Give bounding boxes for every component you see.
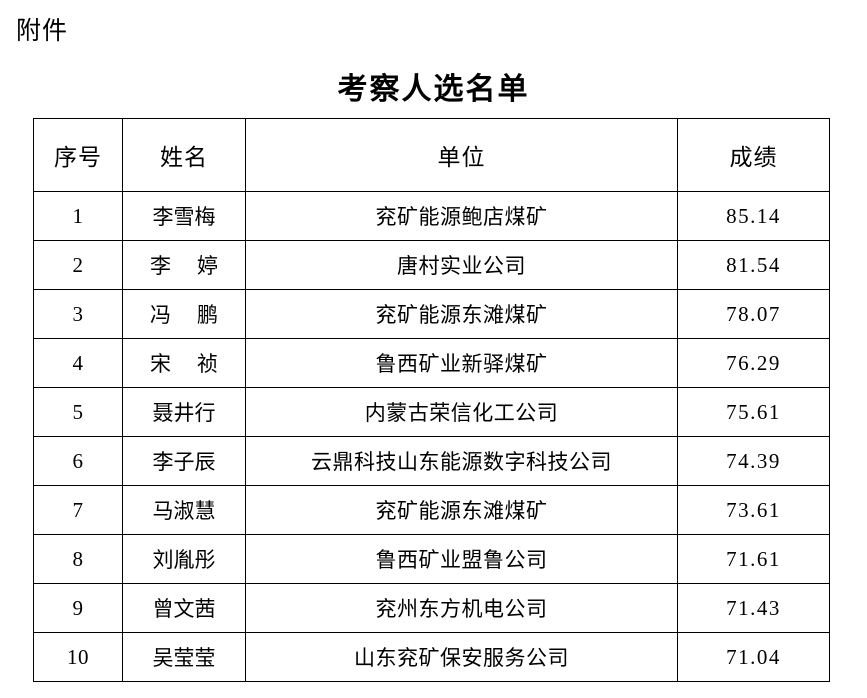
cell-name: 李雪梅 <box>122 191 246 241</box>
roster-table: 序号 姓名 单位 成绩 1 李雪梅 兖矿能源鲍店煤矿 85.14 2 李婷 唐村实业公司 81… <box>33 118 830 682</box>
cell-unit: 唐村实业公司 <box>245 240 678 290</box>
cell-name: 李子辰 <box>122 436 246 486</box>
table-row: 5 聂井行 内蒙古荣信化工公司 75.61 <box>33 387 830 437</box>
table-row: 4 宋祯 鲁西矿业新驿煤矿 76.29 <box>33 338 830 388</box>
table-row: 9 曾文茜 兖州东方机电公司 71.43 <box>33 583 830 633</box>
table-header-row: 序号 姓名 单位 成绩 <box>33 118 830 192</box>
cell-score: 71.04 <box>677 632 830 682</box>
column-header-unit: 单位 <box>245 118 678 192</box>
cell-index: 3 <box>33 289 123 339</box>
cell-unit: 兖矿能源东滩煤矿 <box>245 485 678 535</box>
name-text: 刘胤彤 <box>152 548 216 572</box>
cell-score: 81.54 <box>677 240 830 290</box>
cell-index: 1 <box>33 191 123 241</box>
cell-index: 4 <box>33 338 123 388</box>
cell-index: 10 <box>33 632 123 682</box>
cell-name: 马淑慧 <box>122 485 246 535</box>
table-body: 1 李雪梅 兖矿能源鲍店煤矿 85.14 2 李婷 唐村实业公司 81.54 3 冯鹏 兖矿能源东滩… <box>33 191 830 682</box>
page-title: 考察人选名单 <box>337 73 530 106</box>
cell-index: 5 <box>33 387 123 437</box>
cell-index: 6 <box>33 436 123 486</box>
roster-table-container: 序号 姓名 单位 成绩 1 李雪梅 兖矿能源鲍店煤矿 85.14 2 李婷 唐村实业公司 81… <box>33 118 830 682</box>
table-row: 7 马淑慧 兖矿能源东滩煤矿 73.61 <box>33 485 830 535</box>
table-header: 序号 姓名 单位 成绩 <box>33 118 830 192</box>
name-text: 曾文茜 <box>152 597 216 621</box>
cell-index: 7 <box>33 485 123 535</box>
table-row: 8 刘胤彤 鲁西矿业盟鲁公司 71.61 <box>33 534 830 584</box>
cell-name: 刘胤彤 <box>122 534 246 584</box>
cell-unit: 兖矿能源东滩煤矿 <box>245 289 678 339</box>
cell-score: 78.07 <box>677 289 830 339</box>
column-header-score: 成绩 <box>677 118 830 192</box>
cell-name: 李婷 <box>122 240 246 290</box>
cell-score: 85.14 <box>677 191 830 241</box>
cell-score: 76.29 <box>677 338 830 388</box>
cell-unit: 鲁西矿业新驿煤矿 <box>245 338 678 388</box>
name-text: 聂井行 <box>152 401 216 425</box>
cell-score: 74.39 <box>677 436 830 486</box>
cell-score: 71.43 <box>677 583 830 633</box>
table-row: 2 李婷 唐村实业公司 81.54 <box>33 240 830 290</box>
column-header-name: 姓名 <box>122 118 246 192</box>
name-text: 马淑慧 <box>152 499 216 523</box>
column-header-index: 序号 <box>33 118 123 192</box>
cell-index: 9 <box>33 583 123 633</box>
cell-score: 73.61 <box>677 485 830 535</box>
cell-unit: 云鼎科技山东能源数字科技公司 <box>245 436 678 486</box>
cell-score: 71.61 <box>677 534 830 584</box>
cell-name: 吴莹莹 <box>122 632 246 682</box>
cell-unit: 内蒙古荣信化工公司 <box>245 387 678 437</box>
cell-score: 75.61 <box>677 387 830 437</box>
cell-name: 冯鹏 <box>122 289 246 339</box>
name-text: 李雪梅 <box>152 205 216 229</box>
cell-name: 聂井行 <box>122 387 246 437</box>
table-row: 3 冯鹏 兖矿能源东滩煤矿 78.07 <box>33 289 830 339</box>
cell-index: 2 <box>33 240 123 290</box>
table-row: 1 李雪梅 兖矿能源鲍店煤矿 85.14 <box>33 191 830 241</box>
cell-unit: 鲁西矿业盟鲁公司 <box>245 534 678 584</box>
cell-index: 8 <box>33 534 123 584</box>
table-row: 10 吴莹莹 山东兖矿保安服务公司 71.04 <box>33 632 830 682</box>
name-text: 李子辰 <box>152 450 216 474</box>
cell-unit: 兖州东方机电公司 <box>245 583 678 633</box>
cell-unit: 兖矿能源鲍店煤矿 <box>245 191 678 241</box>
name-text: 吴莹莹 <box>152 646 216 670</box>
cell-unit: 山东兖矿保安服务公司 <box>245 632 678 682</box>
table-row: 6 李子辰 云鼎科技山东能源数字科技公司 74.39 <box>33 436 830 486</box>
name-text: 宋祯 <box>150 352 244 376</box>
cell-name: 曾文茜 <box>122 583 246 633</box>
name-text: 冯鹏 <box>150 303 244 327</box>
cell-name: 宋祯 <box>122 338 246 388</box>
name-text: 李婷 <box>150 254 244 278</box>
attachment-label: 附件 <box>16 18 69 45</box>
